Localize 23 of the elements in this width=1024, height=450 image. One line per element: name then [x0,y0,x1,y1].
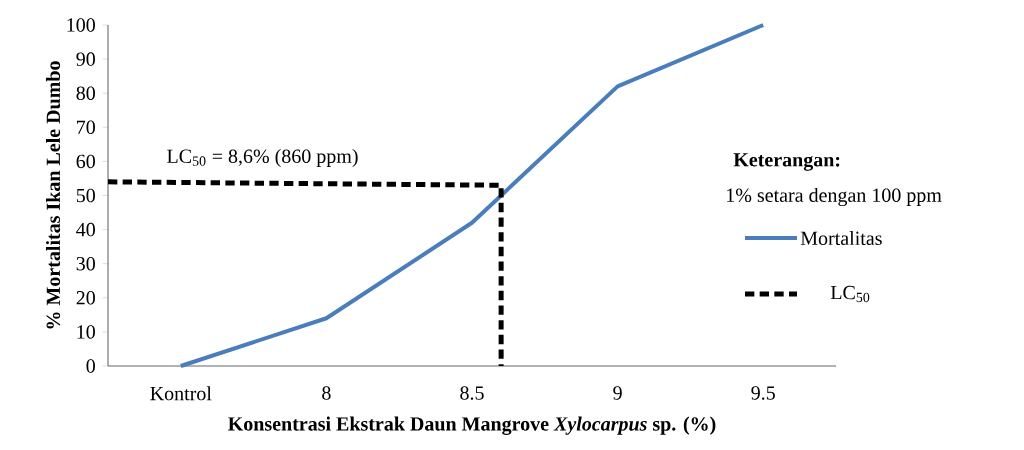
legend-title: Keterangan: [733,153,840,171]
x-tick-label: Kontrol [150,386,212,401]
y-tick-label: 70 [77,120,95,135]
y-tick-label: 10 [77,325,95,339]
y-tick-label: 100 [67,18,95,32]
y-tick-label: 60 [76,154,95,169]
x-tick-label: 9.5 [751,386,775,400]
y-tick-label: 50 [76,188,95,203]
y-tick-label: 90 [76,52,95,66]
legend-label: LC$_{50}$ [830,285,870,303]
y-tick-label: 30 [76,256,95,271]
y-tick-label: 20 [76,291,95,305]
x-tick-label: 8.5 [460,386,484,400]
legend-label: Mortalitas [800,230,882,246]
x-tick-label: 8 [322,386,331,400]
annotation: LC$_{50}$ = 8,6% (860 ppm) [167,148,358,168]
x-axis-title: Konsentrasi Ekstrak Daun Mangrove Xylocarpus sp. (%) [228,416,716,435]
annotation: 1% setara dengan 100 ppm [727,187,942,207]
y-tick-label: 0 [86,359,95,373]
y-axis-title: % Mortalitas Ikan Lele Dumbo [46,61,61,329]
y-tick-label: 40 [76,222,95,237]
y-tick-label: 80 [76,86,95,100]
x-tick-label: 9 [613,386,622,400]
